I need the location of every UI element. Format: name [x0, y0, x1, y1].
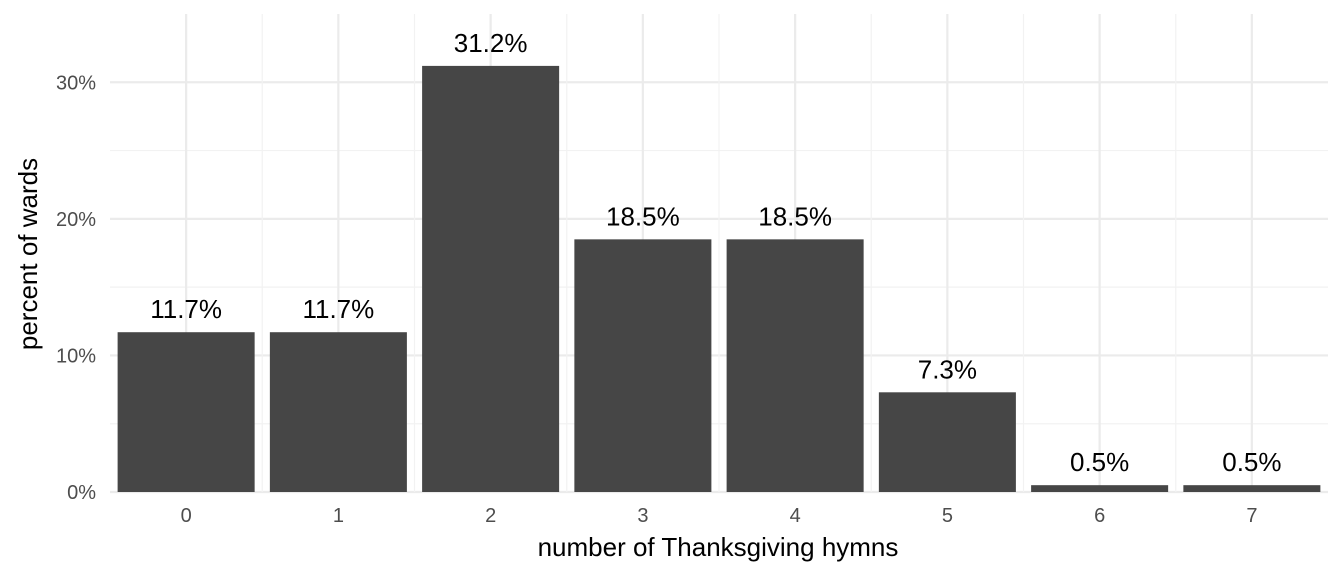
bar-6 — [1031, 485, 1169, 492]
x-tick-labels: 0 1 2 3 4 5 6 7 — [181, 505, 1258, 527]
y-axis-title: percent of wards — [13, 158, 43, 350]
x-tick-label-7: 7 — [1246, 505, 1257, 527]
value-label-5: 7.3% — [918, 354, 977, 384]
y-tick-label-0: 0% — [67, 482, 96, 504]
y-tick-labels: 0% 10% 20% 30% — [56, 72, 96, 504]
x-tick-label-5: 5 — [942, 505, 953, 527]
x-tick-label-4: 4 — [790, 505, 801, 527]
x-tick-label-2: 2 — [485, 505, 496, 527]
bar-0 — [117, 332, 255, 492]
x-tick-label-1: 1 — [333, 505, 344, 527]
x-tick-label-3: 3 — [637, 505, 648, 527]
value-label-1: 11.7% — [302, 294, 374, 324]
y-tick-label-30: 30% — [56, 72, 96, 94]
value-label-4: 18.5% — [758, 201, 832, 231]
x-axis-title: number of Thanksgiving hymns — [538, 532, 899, 562]
value-label-3: 18.5% — [606, 201, 680, 231]
bar-2 — [422, 65, 560, 492]
bar-5 — [878, 392, 1016, 492]
bar-4 — [726, 239, 864, 492]
value-label-0: 11.7% — [150, 294, 222, 324]
bar-7 — [1183, 485, 1321, 492]
x-tick-label-0: 0 — [181, 505, 192, 527]
y-tick-label-20: 20% — [56, 209, 96, 231]
bars — [117, 65, 1321, 492]
x-tick-label-6: 6 — [1094, 505, 1105, 527]
value-label-6: 0.5% — [1070, 447, 1129, 477]
bar-1 — [269, 332, 407, 492]
grid-lines — [110, 14, 1328, 494]
bar-3 — [574, 239, 712, 492]
value-labels: 11.7% 11.7% 31.2% 18.5% 18.5% 7.3% 0.5% 0.5% — [150, 28, 1281, 477]
value-label-7: 0.5% — [1222, 447, 1281, 477]
y-tick-label-10: 10% — [56, 345, 96, 367]
value-label-2: 31.2% — [454, 28, 528, 58]
